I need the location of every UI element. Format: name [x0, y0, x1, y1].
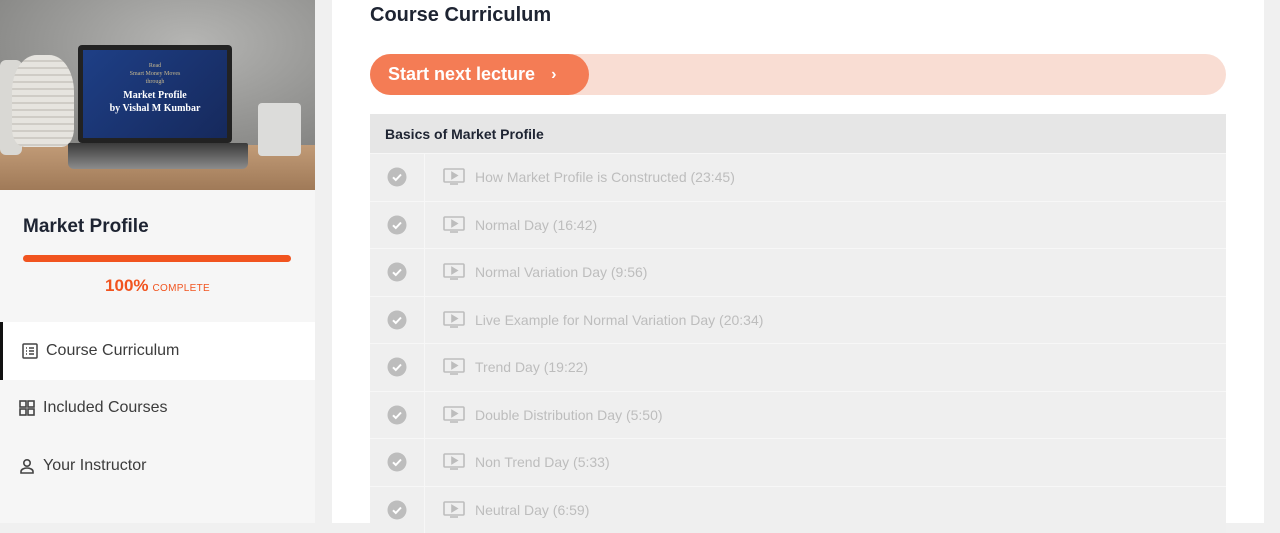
nav-included-courses[interactable]: Included Courses: [0, 379, 315, 437]
curriculum-section: Basics of Market Profile How Market Prof…: [370, 114, 1226, 533]
progress-bar: [23, 255, 291, 262]
vase: [12, 55, 74, 147]
lecture-title: Non Trend Day (5:33): [475, 454, 610, 470]
video-icon: [443, 311, 465, 329]
check-circle-icon: [370, 439, 425, 486]
video-icon: [443, 501, 465, 519]
check-circle-icon: [370, 487, 425, 533]
course-title: Market Profile: [23, 216, 149, 238]
grid-icon: [18, 399, 36, 417]
pencil-cup: [258, 103, 301, 156]
lecture-title: Double Distribution Day (5:50): [475, 407, 663, 423]
lecture-row[interactable]: Live Example for Normal Variation Day (2…: [370, 296, 1226, 344]
lecture-row[interactable]: Trend Day (19:22): [370, 343, 1226, 391]
video-icon: [443, 358, 465, 376]
main-content: Course Curriculum Start next lecture › B…: [332, 0, 1264, 523]
lecture-title: Neutral Day (6:59): [475, 502, 589, 518]
page-title: Course Curriculum: [370, 4, 551, 27]
laptop-base: [68, 143, 248, 169]
lecture-title: How Market Profile is Constructed (23:45…: [475, 169, 735, 185]
section-title: Basics of Market Profile: [370, 114, 1226, 153]
lecture-row[interactable]: Double Distribution Day (5:50): [370, 391, 1226, 439]
check-circle-icon: [370, 202, 425, 249]
person-icon: [18, 457, 36, 475]
check-circle-icon: [370, 297, 425, 344]
lecture-title: Live Example for Normal Variation Day (2…: [475, 312, 763, 328]
lecture-row[interactable]: Neutral Day (6:59): [370, 486, 1226, 533]
video-icon: [443, 216, 465, 234]
progress-text: 100%COMPLETE: [0, 276, 315, 296]
course-cover-image: Read Smart Money Moves through Market Pr…: [0, 0, 315, 190]
lecture-row[interactable]: Normal Day (16:42): [370, 201, 1226, 249]
start-lecture-track: Start next lecture ›: [370, 54, 1226, 95]
video-icon: [443, 168, 465, 186]
lecture-title: Normal Variation Day (9:56): [475, 264, 647, 280]
lecture-row[interactable]: How Market Profile is Constructed (23:45…: [370, 153, 1226, 201]
check-circle-icon: [370, 392, 425, 439]
check-circle-icon: [370, 154, 425, 201]
check-circle-icon: [370, 249, 425, 296]
nav-your-instructor[interactable]: Your Instructor: [0, 437, 315, 495]
nav-course-curriculum[interactable]: Course Curriculum: [0, 322, 315, 380]
lecture-title: Trend Day (19:22): [475, 359, 588, 375]
sidebar: Read Smart Money Moves through Market Pr…: [0, 0, 315, 523]
check-circle-icon: [370, 344, 425, 391]
laptop: Read Smart Money Moves through Market Pr…: [78, 45, 232, 143]
start-next-lecture-button[interactable]: Start next lecture ›: [370, 54, 589, 95]
video-icon: [443, 453, 465, 471]
chevron-right-icon: ›: [551, 66, 556, 84]
lecture-row[interactable]: Normal Variation Day (9:56): [370, 248, 1226, 296]
progress-fill: [23, 255, 291, 262]
list-icon: [21, 342, 39, 360]
lecture-title: Normal Day (16:42): [475, 217, 597, 233]
video-icon: [443, 406, 465, 424]
video-icon: [443, 263, 465, 281]
lecture-row[interactable]: Non Trend Day (5:33): [370, 438, 1226, 486]
